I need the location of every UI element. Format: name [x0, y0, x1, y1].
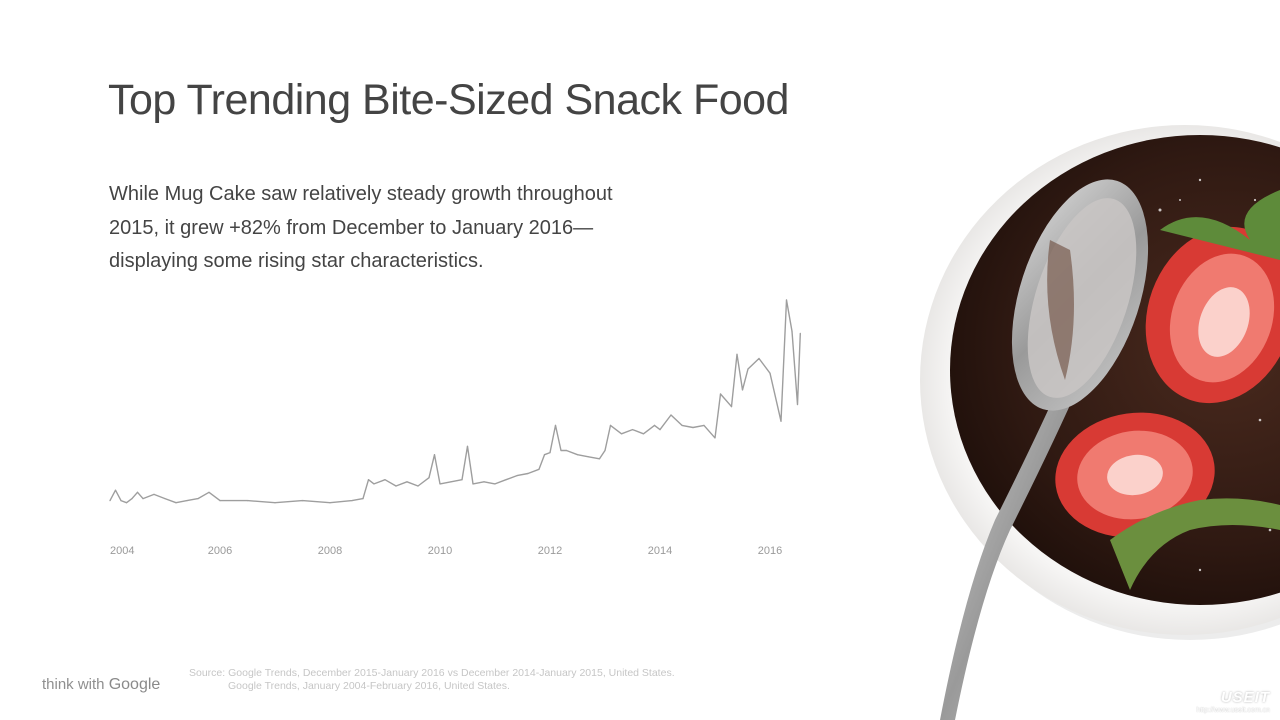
data-point — [219, 500, 221, 502]
data-point — [439, 483, 441, 485]
strawberry-top-icon — [1145, 190, 1280, 404]
data-point — [560, 449, 562, 452]
data-point — [246, 500, 249, 502]
data-point — [620, 433, 623, 435]
chart-x-axis: 2004 2006 2008 2010 2012 2014 2016 — [110, 545, 782, 557]
data-point — [670, 414, 672, 416]
think-with-google-logo: think with Google — [42, 676, 160, 694]
data-point — [362, 498, 364, 500]
data-point — [780, 420, 782, 422]
data-point — [549, 452, 551, 454]
data-point — [367, 479, 370, 481]
data-point — [736, 353, 738, 355]
data-point — [527, 472, 529, 475]
x-tick-label: 2006 — [208, 545, 232, 557]
data-point — [791, 330, 793, 332]
data-point — [796, 403, 799, 406]
data-point — [538, 468, 540, 470]
watermark-url: http://www.useit.com.cn — [1196, 707, 1270, 714]
data-point — [659, 429, 661, 431]
data-point — [554, 424, 557, 426]
data-point — [587, 456, 590, 458]
data-point — [681, 424, 683, 426]
spoon-icon — [940, 179, 1149, 720]
x-tick-label: 2008 — [318, 545, 342, 557]
data-point — [769, 372, 771, 374]
data-point — [131, 498, 133, 500]
data-point — [516, 475, 518, 477]
source-line: Source: Google Trends, December 2015-Jan… — [189, 667, 675, 679]
data-point — [274, 502, 276, 504]
mug-cake-photo — [920, 125, 1280, 720]
data-point — [351, 500, 353, 502]
data-point — [642, 433, 645, 435]
data-point — [186, 500, 188, 502]
data-point — [703, 424, 705, 426]
data-point — [120, 500, 122, 502]
data-point — [747, 368, 749, 370]
data-point — [466, 445, 469, 447]
data-point — [114, 489, 117, 491]
data-point — [142, 498, 144, 500]
brand-google: Google — [108, 676, 161, 693]
data-point — [472, 483, 474, 485]
data-point — [433, 454, 436, 456]
x-tick-label: 2004 — [110, 545, 134, 557]
data-point — [799, 332, 801, 334]
data-point — [785, 299, 788, 301]
subtitle-line: displaying some rising star characterist… — [109, 250, 484, 272]
x-tick-label: 2010 — [428, 545, 452, 557]
slide-title: Top Trending Bite-Sized Snack Food — [108, 76, 789, 124]
data-point — [719, 393, 722, 395]
data-point — [598, 458, 601, 460]
data-point — [395, 485, 397, 487]
trend-line-chart: 2004 2006 2008 2010 2012 2014 2016 — [109, 299, 801, 557]
data-point — [461, 479, 463, 481]
data-point — [653, 424, 656, 426]
data-point — [631, 429, 634, 431]
data-point — [505, 479, 507, 481]
x-tick-label: 2014 — [648, 545, 672, 557]
data-point — [373, 483, 375, 485]
data-point — [125, 502, 128, 504]
data-point — [604, 449, 606, 452]
data-point — [609, 424, 612, 426]
data-point — [164, 498, 166, 500]
data-point — [450, 481, 452, 483]
x-tick-label: 2012 — [538, 545, 562, 557]
data-point — [741, 389, 744, 391]
data-point — [417, 485, 419, 487]
data-point — [692, 426, 694, 429]
data-point — [714, 437, 716, 439]
data-point — [576, 454, 579, 456]
data-point — [208, 491, 210, 493]
data-point — [483, 481, 485, 483]
slide-subtitle: While Mug Cake saw relatively steady gro… — [109, 178, 669, 279]
source-note: Source: Google Trends, December 2015-Jan… — [189, 667, 675, 693]
data-point — [301, 500, 304, 502]
data-point — [543, 454, 546, 456]
brand-prefix: think with — [42, 676, 105, 693]
data-point — [758, 357, 760, 360]
data-point — [406, 481, 408, 483]
chart-plot-area — [109, 299, 801, 504]
source-line: Google Trends, January 2004-February 201… — [228, 680, 510, 692]
subtitle-line: While Mug Cake saw relatively steady gro… — [109, 183, 613, 205]
data-point — [109, 500, 111, 502]
data-point — [565, 449, 568, 452]
data-point — [730, 406, 733, 408]
x-tick-label: 2016 — [758, 545, 782, 557]
series-line-0 — [109, 299, 801, 504]
data-point — [494, 483, 496, 485]
strawberry-bottom-icon — [1055, 412, 1280, 590]
data-point — [197, 498, 199, 500]
data-point — [153, 493, 155, 495]
data-point — [136, 491, 139, 493]
data-point — [428, 477, 430, 479]
data-point — [175, 502, 177, 504]
subtitle-line: 2015, it grew +82% from December to Janu… — [109, 216, 594, 239]
useit-watermark: USEIT — [1220, 689, 1270, 706]
data-point — [329, 502, 331, 504]
data-point — [384, 479, 386, 481]
